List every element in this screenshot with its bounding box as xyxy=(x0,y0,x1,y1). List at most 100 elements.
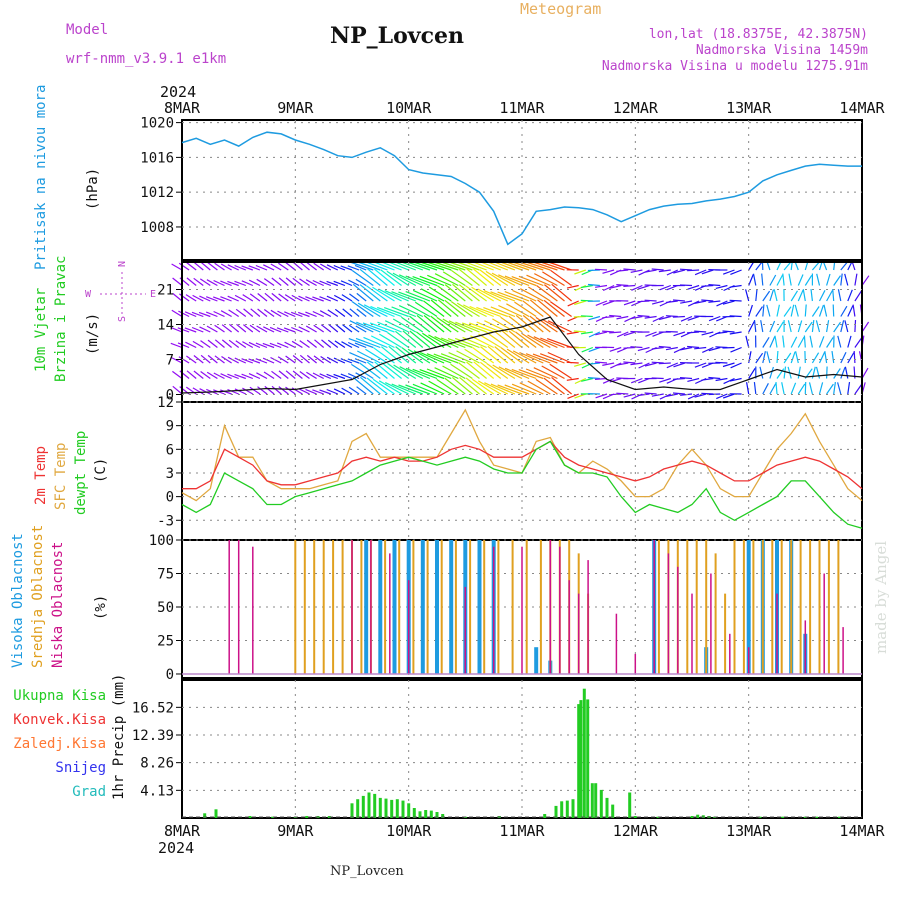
wind-arrow xyxy=(466,268,487,286)
wind-arrow xyxy=(184,327,197,333)
wind-arrow xyxy=(291,294,303,302)
wind-arrow xyxy=(348,386,360,395)
bottom-tick-label: 8MAR xyxy=(164,822,201,840)
wind-arrow xyxy=(766,304,771,317)
wind-arrow xyxy=(549,363,572,380)
ytick-label: 16.52 xyxy=(132,700,174,716)
wind-arrow xyxy=(442,365,466,380)
wind-arrow xyxy=(376,306,402,318)
wind-arrow xyxy=(542,271,565,287)
wind-arrow xyxy=(387,332,410,348)
wind-arrow xyxy=(790,261,793,271)
wind-arrow xyxy=(392,272,417,287)
wind-arrow xyxy=(847,305,854,317)
wind-arrow xyxy=(388,345,410,364)
wind-arrow xyxy=(494,330,516,348)
wind-arrow xyxy=(630,269,643,273)
wind-arrow xyxy=(811,261,820,271)
wind-arrow xyxy=(761,273,764,286)
wind-arrow xyxy=(809,335,813,348)
wind-arrow xyxy=(412,368,438,380)
wind-arrow xyxy=(680,346,693,351)
wind-arrow xyxy=(644,299,657,302)
wind-arrow xyxy=(228,309,240,318)
wind-arrow xyxy=(534,273,558,287)
wind-arrow xyxy=(715,377,728,382)
wind-arrow xyxy=(722,269,735,275)
wind-arrow xyxy=(595,393,608,399)
wind-arrow xyxy=(199,278,211,287)
wind-arrow xyxy=(464,348,487,364)
wind-arrow xyxy=(658,345,671,349)
wind-arrow xyxy=(356,386,367,395)
precip-bar xyxy=(401,800,405,818)
wind-arrow xyxy=(407,348,431,364)
wind-arrow xyxy=(450,363,473,380)
precip-bar xyxy=(579,700,583,818)
wind-arrow xyxy=(243,308,254,317)
cloud-bar xyxy=(364,540,369,674)
ytick-label: 6 xyxy=(166,442,174,458)
wind-arrow xyxy=(186,262,197,271)
wind-arrow xyxy=(172,292,183,302)
wind-arrow xyxy=(511,276,537,287)
wind-arrow xyxy=(381,261,402,271)
wind-arrow xyxy=(708,284,721,287)
wind-arrow xyxy=(227,388,239,395)
wind-arrow xyxy=(716,300,728,307)
wind-arrow xyxy=(701,299,714,302)
wind-arrow xyxy=(797,366,801,379)
pressure-ylabel: Pritisak na nivou mora xyxy=(33,85,49,270)
wind-arrow xyxy=(444,299,466,317)
wind-arrow xyxy=(769,383,777,395)
wind-arrow xyxy=(357,261,381,271)
wind-arrow xyxy=(249,324,261,333)
wind-arrow xyxy=(200,261,211,271)
wind-arrow xyxy=(594,361,608,364)
wind-arrow xyxy=(340,265,353,271)
precip-grid xyxy=(182,680,862,818)
top-tick-label: 14MAR xyxy=(839,99,885,117)
wind-arrow xyxy=(401,347,424,364)
wind-arrow xyxy=(609,331,622,334)
wind-arrow xyxy=(797,320,803,333)
wind-arrow xyxy=(465,377,487,395)
wind-arrow xyxy=(504,275,530,287)
wind-arrow xyxy=(498,304,523,318)
wind-arrow xyxy=(790,351,796,364)
wind-arrow xyxy=(199,326,211,333)
wind-arrow xyxy=(485,270,509,287)
wind-arrow xyxy=(333,357,346,364)
precip-bar xyxy=(560,801,564,818)
wind-arrow xyxy=(490,291,516,302)
wind-arrow xyxy=(250,308,261,317)
compass-rose: W E N S xyxy=(85,261,156,322)
wind-arrow xyxy=(419,275,445,287)
wind-arrow xyxy=(694,393,707,398)
wind-arrow xyxy=(638,269,650,276)
wind-arrow xyxy=(214,339,225,348)
wind-arrow xyxy=(227,295,239,302)
precip-bar xyxy=(356,799,360,818)
wind-arrow xyxy=(271,292,282,302)
wind-arrow xyxy=(221,355,232,364)
wind-arrow xyxy=(762,383,769,395)
precip-bar xyxy=(590,783,594,818)
wind-arrow xyxy=(420,382,445,395)
ytick-label: 1008 xyxy=(140,220,174,236)
wind-arrow xyxy=(483,307,509,318)
cloud-bar xyxy=(746,540,751,674)
wind-arrow xyxy=(790,290,799,302)
precip-bar xyxy=(378,797,382,818)
wind-arrow xyxy=(541,365,565,380)
wind-arrow xyxy=(455,321,480,333)
wind-arrow xyxy=(497,291,523,302)
wind-arrow xyxy=(687,269,700,272)
wind-arrow xyxy=(312,372,324,380)
wind-arrow xyxy=(708,346,721,352)
wind-arrow xyxy=(366,361,388,379)
wind-arrow xyxy=(220,296,232,302)
wind-arrow xyxy=(341,387,353,395)
wind-arrow xyxy=(665,315,678,318)
